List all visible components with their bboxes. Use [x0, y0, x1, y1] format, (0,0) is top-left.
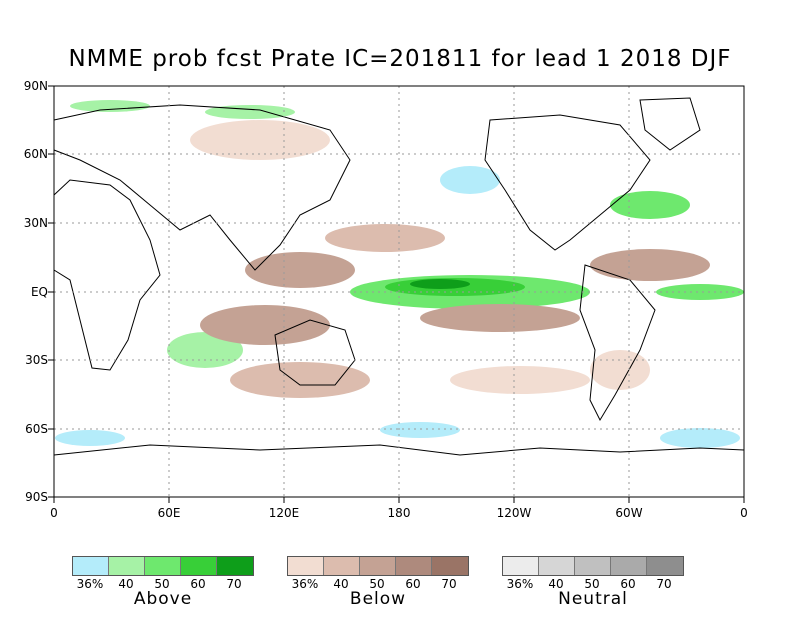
- below-maritime: [245, 252, 355, 288]
- legend-below-tick: 70: [441, 577, 457, 591]
- legend-below-swatch-40: [324, 557, 360, 575]
- legend-below-swatch-70: [432, 557, 468, 575]
- above-southern-ocean: [660, 428, 740, 448]
- legend-neutral-tick: 36%: [506, 577, 534, 591]
- above-arctic-2: [205, 105, 295, 119]
- legend-neutral-swatch-40: [539, 557, 575, 575]
- lat-label-30n: 30N: [23, 216, 48, 230]
- legend-neutral: 36% 40 50 60 70 Neutral: [502, 556, 684, 609]
- legend-above-swatch-40: [109, 557, 145, 575]
- below-south-pacific: [420, 304, 580, 332]
- legend-below-tick: 40: [333, 577, 349, 591]
- below-south-indian: [200, 305, 330, 345]
- lon-label-0-east: 0: [740, 506, 748, 520]
- lat-label-90n: 90N: [23, 79, 48, 93]
- gridlines: [54, 86, 744, 497]
- legend-above-swatch-70: [217, 557, 253, 575]
- australia-outline: [274, 319, 356, 386]
- antarctica-outline: [53, 444, 745, 456]
- south-america-outline: [579, 264, 656, 422]
- below-caribbean: [590, 249, 710, 281]
- axis-ticks: [48, 85, 745, 503]
- greenland-outline: [639, 97, 701, 151]
- above-equatorial-pacific-peak: [410, 279, 470, 289]
- legend-neutral-swatch-70: [647, 557, 683, 575]
- lat-label-60s: 60S: [25, 422, 48, 436]
- lat-label-30s: 30S: [25, 353, 48, 367]
- lon-label-60e: 60E: [157, 506, 181, 520]
- legend-above-swatch-50: [145, 557, 181, 575]
- lon-label-0: 0: [50, 506, 58, 520]
- below-south-pacific-2: [450, 366, 590, 394]
- legend-above-tick: 40: [118, 577, 134, 591]
- lon-label-60w: 60W: [615, 506, 643, 520]
- legend-below-tick: 36%: [291, 577, 319, 591]
- legend-above-tick: 70: [226, 577, 242, 591]
- above-atlantic-eq: [656, 284, 744, 300]
- legend-below-colorbar: [287, 556, 469, 576]
- below-eurasia: [190, 120, 330, 160]
- above-north-atlantic: [610, 191, 690, 219]
- above-arctic: [70, 100, 150, 112]
- legend-below: 36% 40 50 60 70 Below: [287, 556, 469, 609]
- legend-neutral-tick: 40: [548, 577, 564, 591]
- probability-shading: [55, 100, 744, 448]
- legend-below-swatch-50: [360, 557, 396, 575]
- legend-below-swatch-36: [288, 557, 324, 575]
- coastlines: [53, 97, 745, 456]
- legend-above-tick: 60: [190, 577, 206, 591]
- eurasia-outline: [53, 104, 351, 271]
- legend-above-tick: 50: [154, 577, 170, 591]
- legend-neutral-swatch-50: [575, 557, 611, 575]
- legend-above-swatch-36: [73, 557, 109, 575]
- legend-neutral-title: Neutral: [558, 589, 628, 609]
- below-south-america: [590, 350, 650, 390]
- legend-above-tick: 36%: [76, 577, 104, 591]
- legend-above-title: Above: [133, 589, 193, 609]
- legend-neutral-colorbar: [502, 556, 684, 576]
- legend-below-swatch-60: [396, 557, 432, 575]
- legend-neutral-tick: 50: [584, 577, 600, 591]
- map-title: NMME prob fcst Prate IC=201811 for lead …: [68, 46, 732, 72]
- legend-above: 36% 40 50 60 70 Above: [72, 556, 254, 609]
- legend-below-tick: 50: [369, 577, 385, 591]
- below-australia: [230, 362, 370, 398]
- legend-neutral-swatch-36: [503, 557, 539, 575]
- legend-above-colorbar: [72, 556, 254, 576]
- lat-label-eq: EQ: [30, 285, 48, 299]
- legend-neutral-tick: 60: [620, 577, 636, 591]
- above-southern-ocean-2: [380, 422, 460, 438]
- legend-below-title: Below: [349, 589, 407, 609]
- africa-outline: [53, 179, 161, 371]
- lat-label-60n: 60N: [23, 147, 48, 161]
- below-north-pacific-sub: [325, 224, 445, 252]
- legend-neutral-tick: 70: [656, 577, 672, 591]
- above-north-pacific: [440, 166, 500, 194]
- above-indian-ocean: [167, 332, 243, 368]
- north-america-outline: [484, 114, 651, 251]
- lat-label-90s: 90S: [25, 490, 48, 504]
- above-southern-ocean-3: [55, 430, 125, 446]
- lon-label-120e: 120E: [268, 506, 300, 520]
- legend-above-swatch-60: [181, 557, 217, 575]
- legend-neutral-swatch-60: [611, 557, 647, 575]
- lon-label-180: 180: [387, 506, 411, 520]
- lon-label-120w: 120W: [496, 506, 532, 520]
- legend-below-tick: 60: [405, 577, 421, 591]
